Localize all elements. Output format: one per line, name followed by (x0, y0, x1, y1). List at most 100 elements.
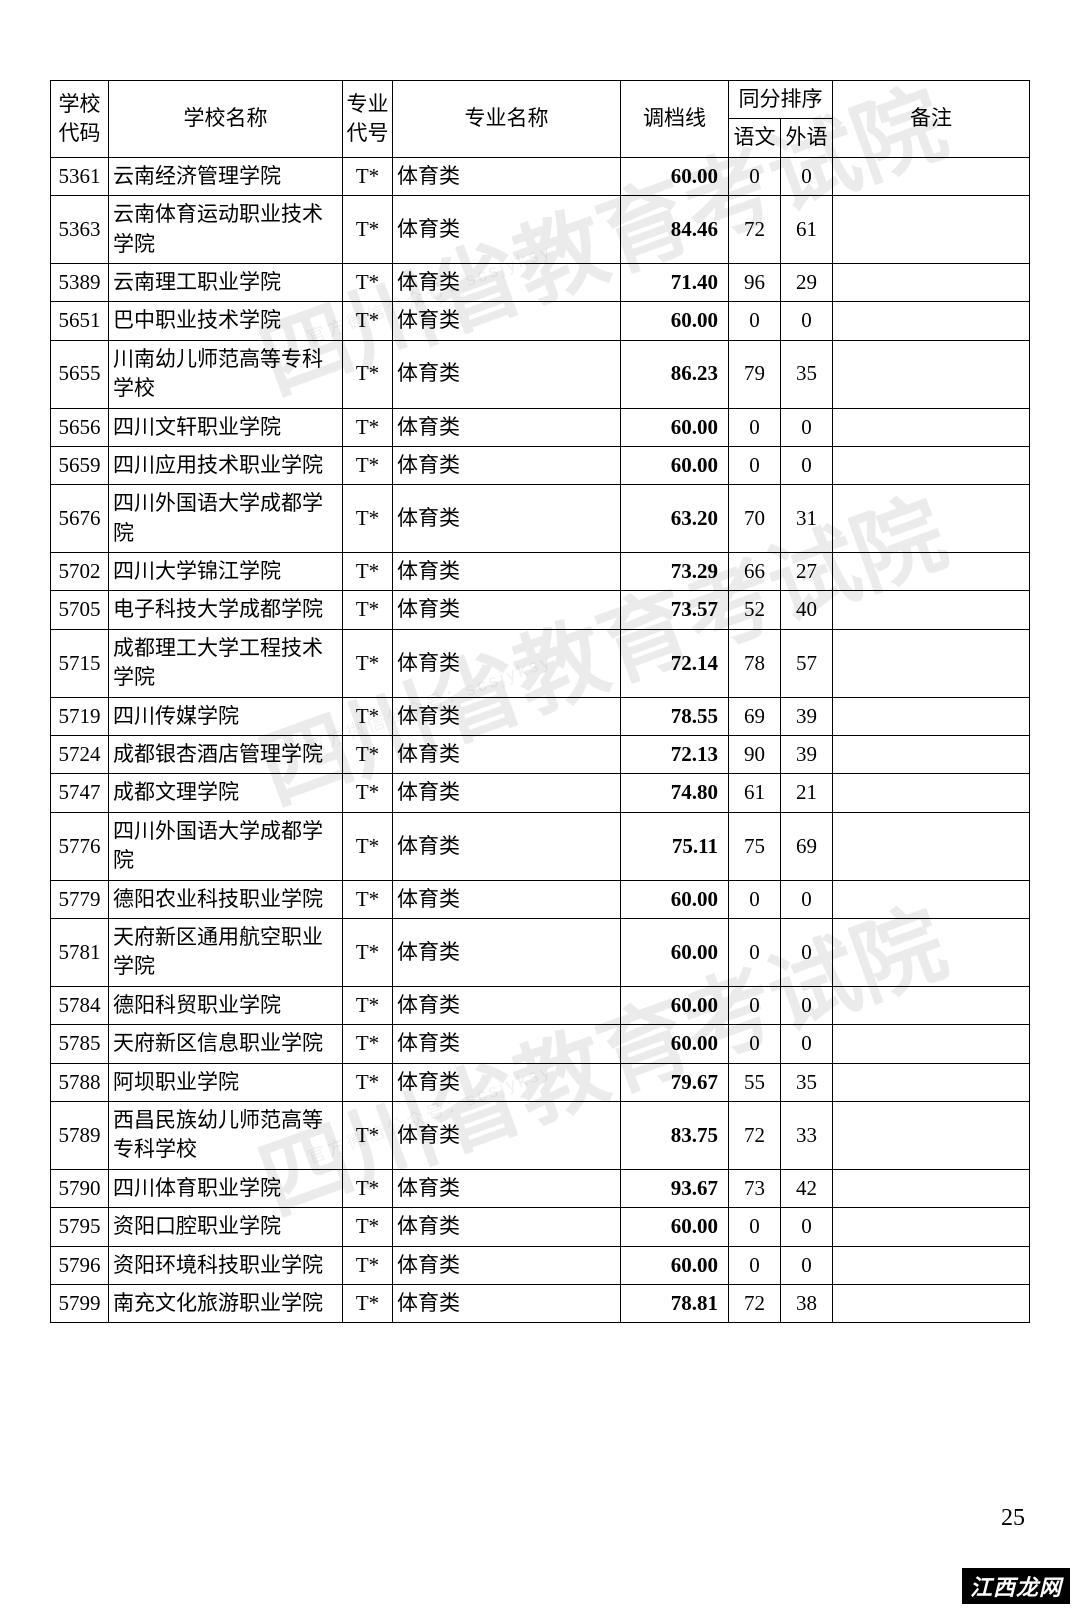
cell-remark (833, 918, 1030, 986)
cell-waiyu: 31 (781, 485, 833, 553)
cell-yuwen: 0 (729, 880, 781, 918)
cell-name: 成都文理学院 (109, 774, 343, 812)
cell-yuwen: 70 (729, 485, 781, 553)
table-row: 5784德阳科贸职业学院T*体育类60.0000 (51, 986, 1030, 1024)
cell-waiyu: 39 (781, 736, 833, 774)
table-row: 5724成都银杏酒店管理学院T*体育类72.139039 (51, 736, 1030, 774)
cell-yuwen: 0 (729, 408, 781, 446)
table-row: 5702四川大学锦江学院T*体育类73.296627 (51, 553, 1030, 591)
cell-code: 5389 (51, 263, 109, 301)
cell-waiyu: 0 (781, 986, 833, 1024)
cell-remark (833, 1208, 1030, 1246)
cell-waiyu: 29 (781, 263, 833, 301)
cell-score: 78.55 (621, 697, 729, 735)
cell-major: 体育类 (393, 263, 621, 301)
cell-waiyu: 0 (781, 1246, 833, 1284)
cell-majorcode: T* (343, 697, 393, 735)
cell-yuwen: 0 (729, 157, 781, 195)
cell-score: 79.67 (621, 1063, 729, 1101)
table-row: 5796资阳环境科技职业学院T*体育类60.0000 (51, 1246, 1030, 1284)
table-row: 5705电子科技大学成都学院T*体育类73.575240 (51, 591, 1030, 629)
cell-majorcode: T* (343, 812, 393, 880)
cell-waiyu: 0 (781, 157, 833, 195)
cell-yuwen: 72 (729, 1101, 781, 1169)
cell-majorcode: T* (343, 736, 393, 774)
table-row: 5719四川传媒学院T*体育类78.556939 (51, 697, 1030, 735)
cell-remark (833, 812, 1030, 880)
table-row: 5656四川文轩职业学院T*体育类60.0000 (51, 408, 1030, 446)
cell-code: 5789 (51, 1101, 109, 1169)
cell-majorcode: T* (343, 1063, 393, 1101)
cell-code: 5656 (51, 408, 109, 446)
cell-majorcode: T* (343, 880, 393, 918)
cell-code: 5788 (51, 1063, 109, 1101)
cell-major: 体育类 (393, 485, 621, 553)
cell-name: 资阳环境科技职业学院 (109, 1246, 343, 1284)
cell-waiyu: 61 (781, 196, 833, 264)
cell-name: 四川体育职业学院 (109, 1169, 343, 1207)
header-school-code: 学校代码 (51, 81, 109, 158)
cell-code: 5363 (51, 196, 109, 264)
cell-major: 体育类 (393, 629, 621, 697)
cell-remark (833, 880, 1030, 918)
cell-waiyu: 35 (781, 340, 833, 408)
cell-major: 体育类 (393, 1246, 621, 1284)
table-header: 学校代码 学校名称 专业代号 专业名称 调档线 同分排序 备注 语文 外语 (51, 81, 1030, 158)
cell-remark (833, 196, 1030, 264)
cell-waiyu: 0 (781, 408, 833, 446)
cell-score: 60.00 (621, 986, 729, 1024)
cell-yuwen: 66 (729, 553, 781, 591)
cell-score: 78.81 (621, 1284, 729, 1322)
cell-code: 5676 (51, 485, 109, 553)
table-row: 5785天府新区信息职业学院T*体育类60.0000 (51, 1025, 1030, 1063)
cell-code: 5790 (51, 1169, 109, 1207)
cell-score: 63.20 (621, 485, 729, 553)
cell-major: 体育类 (393, 1101, 621, 1169)
footer-logo: 江西龙网 (962, 1568, 1070, 1604)
cell-waiyu: 0 (781, 302, 833, 340)
cell-code: 5747 (51, 774, 109, 812)
cell-major: 体育类 (393, 1025, 621, 1063)
cell-yuwen: 0 (729, 1208, 781, 1246)
cell-major: 体育类 (393, 408, 621, 446)
cell-yuwen: 72 (729, 196, 781, 264)
table-body: 5361云南经济管理学院T*体育类60.00005363云南体育运动职业技术学院… (51, 157, 1030, 1323)
cell-majorcode: T* (343, 1208, 393, 1246)
cell-remark (833, 263, 1030, 301)
header-same-score-rank: 同分排序 (729, 81, 833, 119)
cell-name: 四川文轩职业学院 (109, 408, 343, 446)
cell-majorcode: T* (343, 340, 393, 408)
cell-code: 5651 (51, 302, 109, 340)
cell-score: 75.11 (621, 812, 729, 880)
cell-score: 60.00 (621, 880, 729, 918)
table-row: 5747成都文理学院T*体育类74.806121 (51, 774, 1030, 812)
cell-majorcode: T* (343, 986, 393, 1024)
cell-name: 南充文化旅游职业学院 (109, 1284, 343, 1322)
cell-yuwen: 0 (729, 986, 781, 1024)
cell-code: 5785 (51, 1025, 109, 1063)
cell-name: 四川传媒学院 (109, 697, 343, 735)
cell-code: 5781 (51, 918, 109, 986)
cell-waiyu: 0 (781, 880, 833, 918)
cell-name: 四川外国语大学成都学院 (109, 485, 343, 553)
cell-remark (833, 446, 1030, 484)
cell-yuwen: 0 (729, 446, 781, 484)
cell-code: 5779 (51, 880, 109, 918)
cell-majorcode: T* (343, 774, 393, 812)
table-row: 5659四川应用技术职业学院T*体育类60.0000 (51, 446, 1030, 484)
cell-major: 体育类 (393, 697, 621, 735)
cell-major: 体育类 (393, 302, 621, 340)
cell-name: 德阳科贸职业学院 (109, 986, 343, 1024)
cell-major: 体育类 (393, 1208, 621, 1246)
cell-waiyu: 21 (781, 774, 833, 812)
cell-waiyu: 42 (781, 1169, 833, 1207)
cell-score: 73.29 (621, 553, 729, 591)
cell-code: 5361 (51, 157, 109, 195)
cell-score: 60.00 (621, 1246, 729, 1284)
cell-score: 60.00 (621, 157, 729, 195)
table-row: 5651巴中职业技术学院T*体育类60.0000 (51, 302, 1030, 340)
table-row: 5795资阳口腔职业学院T*体育类60.0000 (51, 1208, 1030, 1246)
cell-yuwen: 0 (729, 1246, 781, 1284)
cell-name: 川南幼儿师范高等专科学校 (109, 340, 343, 408)
cell-yuwen: 0 (729, 1025, 781, 1063)
